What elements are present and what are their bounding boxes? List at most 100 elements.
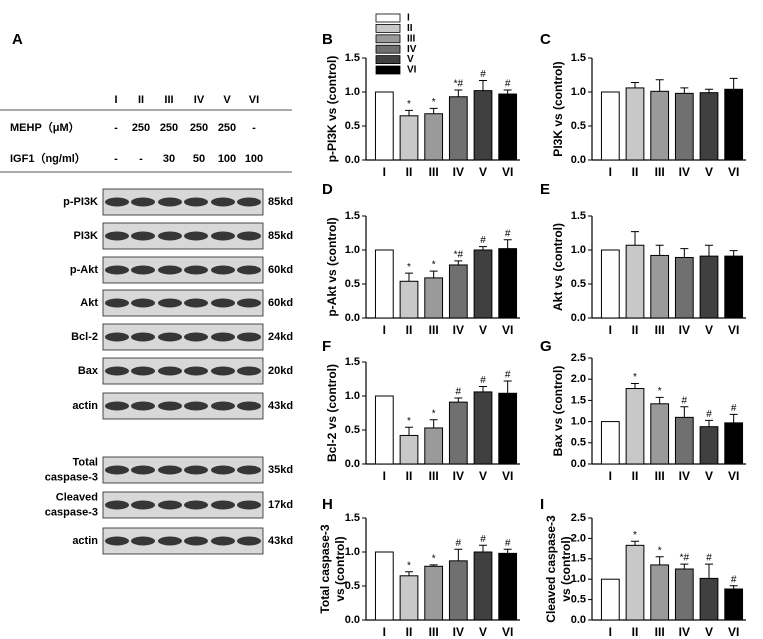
y-tick-label: 0.0 <box>571 458 586 470</box>
y-tick-label: 1.5 <box>571 210 586 222</box>
x-tick-label: III <box>429 625 439 639</box>
significance: # <box>480 375 486 386</box>
y-tick-label: 0.5 <box>571 278 586 290</box>
bar <box>473 249 493 319</box>
blot-band <box>158 465 182 475</box>
significance: # <box>505 79 511 90</box>
blot-band <box>131 465 155 475</box>
bar <box>498 392 518 465</box>
blot-band <box>237 332 261 342</box>
y-tick-label: 0.0 <box>345 614 360 626</box>
blot-label: Total <box>73 456 98 468</box>
blot-band <box>105 298 129 308</box>
blot-band <box>105 197 129 207</box>
bar <box>399 575 419 621</box>
x-tick-label: II <box>406 469 413 483</box>
x-tick-label: VI <box>502 165 513 179</box>
significance: *# <box>454 250 464 261</box>
blot-band <box>184 332 208 342</box>
panel-letter: I <box>540 496 544 513</box>
error-bar <box>454 89 463 97</box>
error-bar <box>454 548 463 561</box>
legend-label: IV <box>407 44 417 55</box>
blot-band <box>237 298 261 308</box>
blot-band <box>158 197 182 207</box>
blot-band <box>184 197 208 207</box>
significance: # <box>706 409 712 420</box>
treatment-cell: 250 <box>160 122 178 134</box>
x-tick-label: II <box>406 165 413 179</box>
y-tick-label: 0.0 <box>571 614 586 626</box>
significance: # <box>505 538 511 549</box>
bar <box>473 391 493 465</box>
blot-band <box>184 500 208 510</box>
lane-label: IV <box>194 94 205 106</box>
blot-label: actin <box>72 400 98 412</box>
treatment-label: MEHP（μM） <box>10 121 80 134</box>
blot-band <box>184 265 208 275</box>
blot-band <box>184 298 208 308</box>
treatment-cell: - <box>252 122 256 134</box>
y-axis-label: Total caspase-3 <box>318 524 332 613</box>
x-tick-label: IV <box>453 625 464 639</box>
bar <box>600 421 620 465</box>
y-tick-label: 0.5 <box>571 594 586 606</box>
bar <box>724 88 744 161</box>
blot-band <box>158 231 182 241</box>
blot-band <box>211 536 235 546</box>
error-bar <box>631 540 639 546</box>
y-axis-label: Bcl-2 vs (control) <box>325 364 339 462</box>
bar <box>374 395 394 465</box>
treatment-cell: 30 <box>163 153 175 165</box>
bar <box>448 96 468 161</box>
x-tick-label: IV <box>453 323 464 337</box>
y-tick-label: 1.5 <box>345 356 360 368</box>
x-tick-label: III <box>429 165 439 179</box>
bar <box>625 544 645 621</box>
significance: * <box>407 560 411 571</box>
bar <box>424 113 444 161</box>
treatment-cell: 250 <box>218 122 236 134</box>
y-axis-label: vs (control) <box>333 536 347 601</box>
treatment-cell: 100 <box>218 153 236 165</box>
significance: # <box>456 538 462 549</box>
x-tick-label: V <box>705 165 713 179</box>
lane-label: II <box>138 94 144 106</box>
blot-band <box>237 197 261 207</box>
significance: # <box>480 69 486 80</box>
bar <box>650 90 670 161</box>
blot-band <box>105 231 129 241</box>
error-bar <box>705 419 713 427</box>
significance: # <box>456 387 462 398</box>
blot-band <box>131 536 155 546</box>
y-axis-label: PI3K vs (control) <box>551 61 565 156</box>
blot-band <box>237 265 261 275</box>
blot-band <box>131 332 155 342</box>
y-tick-label: 2.5 <box>571 512 586 524</box>
error-bar <box>479 79 487 91</box>
x-tick-label: VI <box>728 469 739 483</box>
y-tick-label: 0.5 <box>571 120 586 132</box>
x-tick-label: VI <box>728 625 739 639</box>
x-tick-label: IV <box>453 165 464 179</box>
x-tick-label: III <box>655 625 665 639</box>
blot-band <box>158 401 182 411</box>
x-tick-label: III <box>429 323 439 337</box>
blot-band <box>158 536 182 546</box>
y-tick-label: 0.0 <box>571 154 586 166</box>
bar <box>674 256 694 319</box>
bar <box>650 564 670 621</box>
x-tick-label: II <box>406 323 413 337</box>
y-tick-label: 1.0 <box>345 244 360 256</box>
significance: * <box>407 416 411 427</box>
error-bar <box>631 81 639 88</box>
blot-band <box>105 500 129 510</box>
blot-band <box>237 536 261 546</box>
x-tick-label: I <box>609 165 612 179</box>
y-axis-label: Bax vs (control) <box>551 366 565 457</box>
bar <box>600 91 620 161</box>
blot-band <box>211 465 235 475</box>
y-tick-label: 0.5 <box>345 580 360 592</box>
bar <box>625 388 645 465</box>
error-bar <box>680 406 689 418</box>
